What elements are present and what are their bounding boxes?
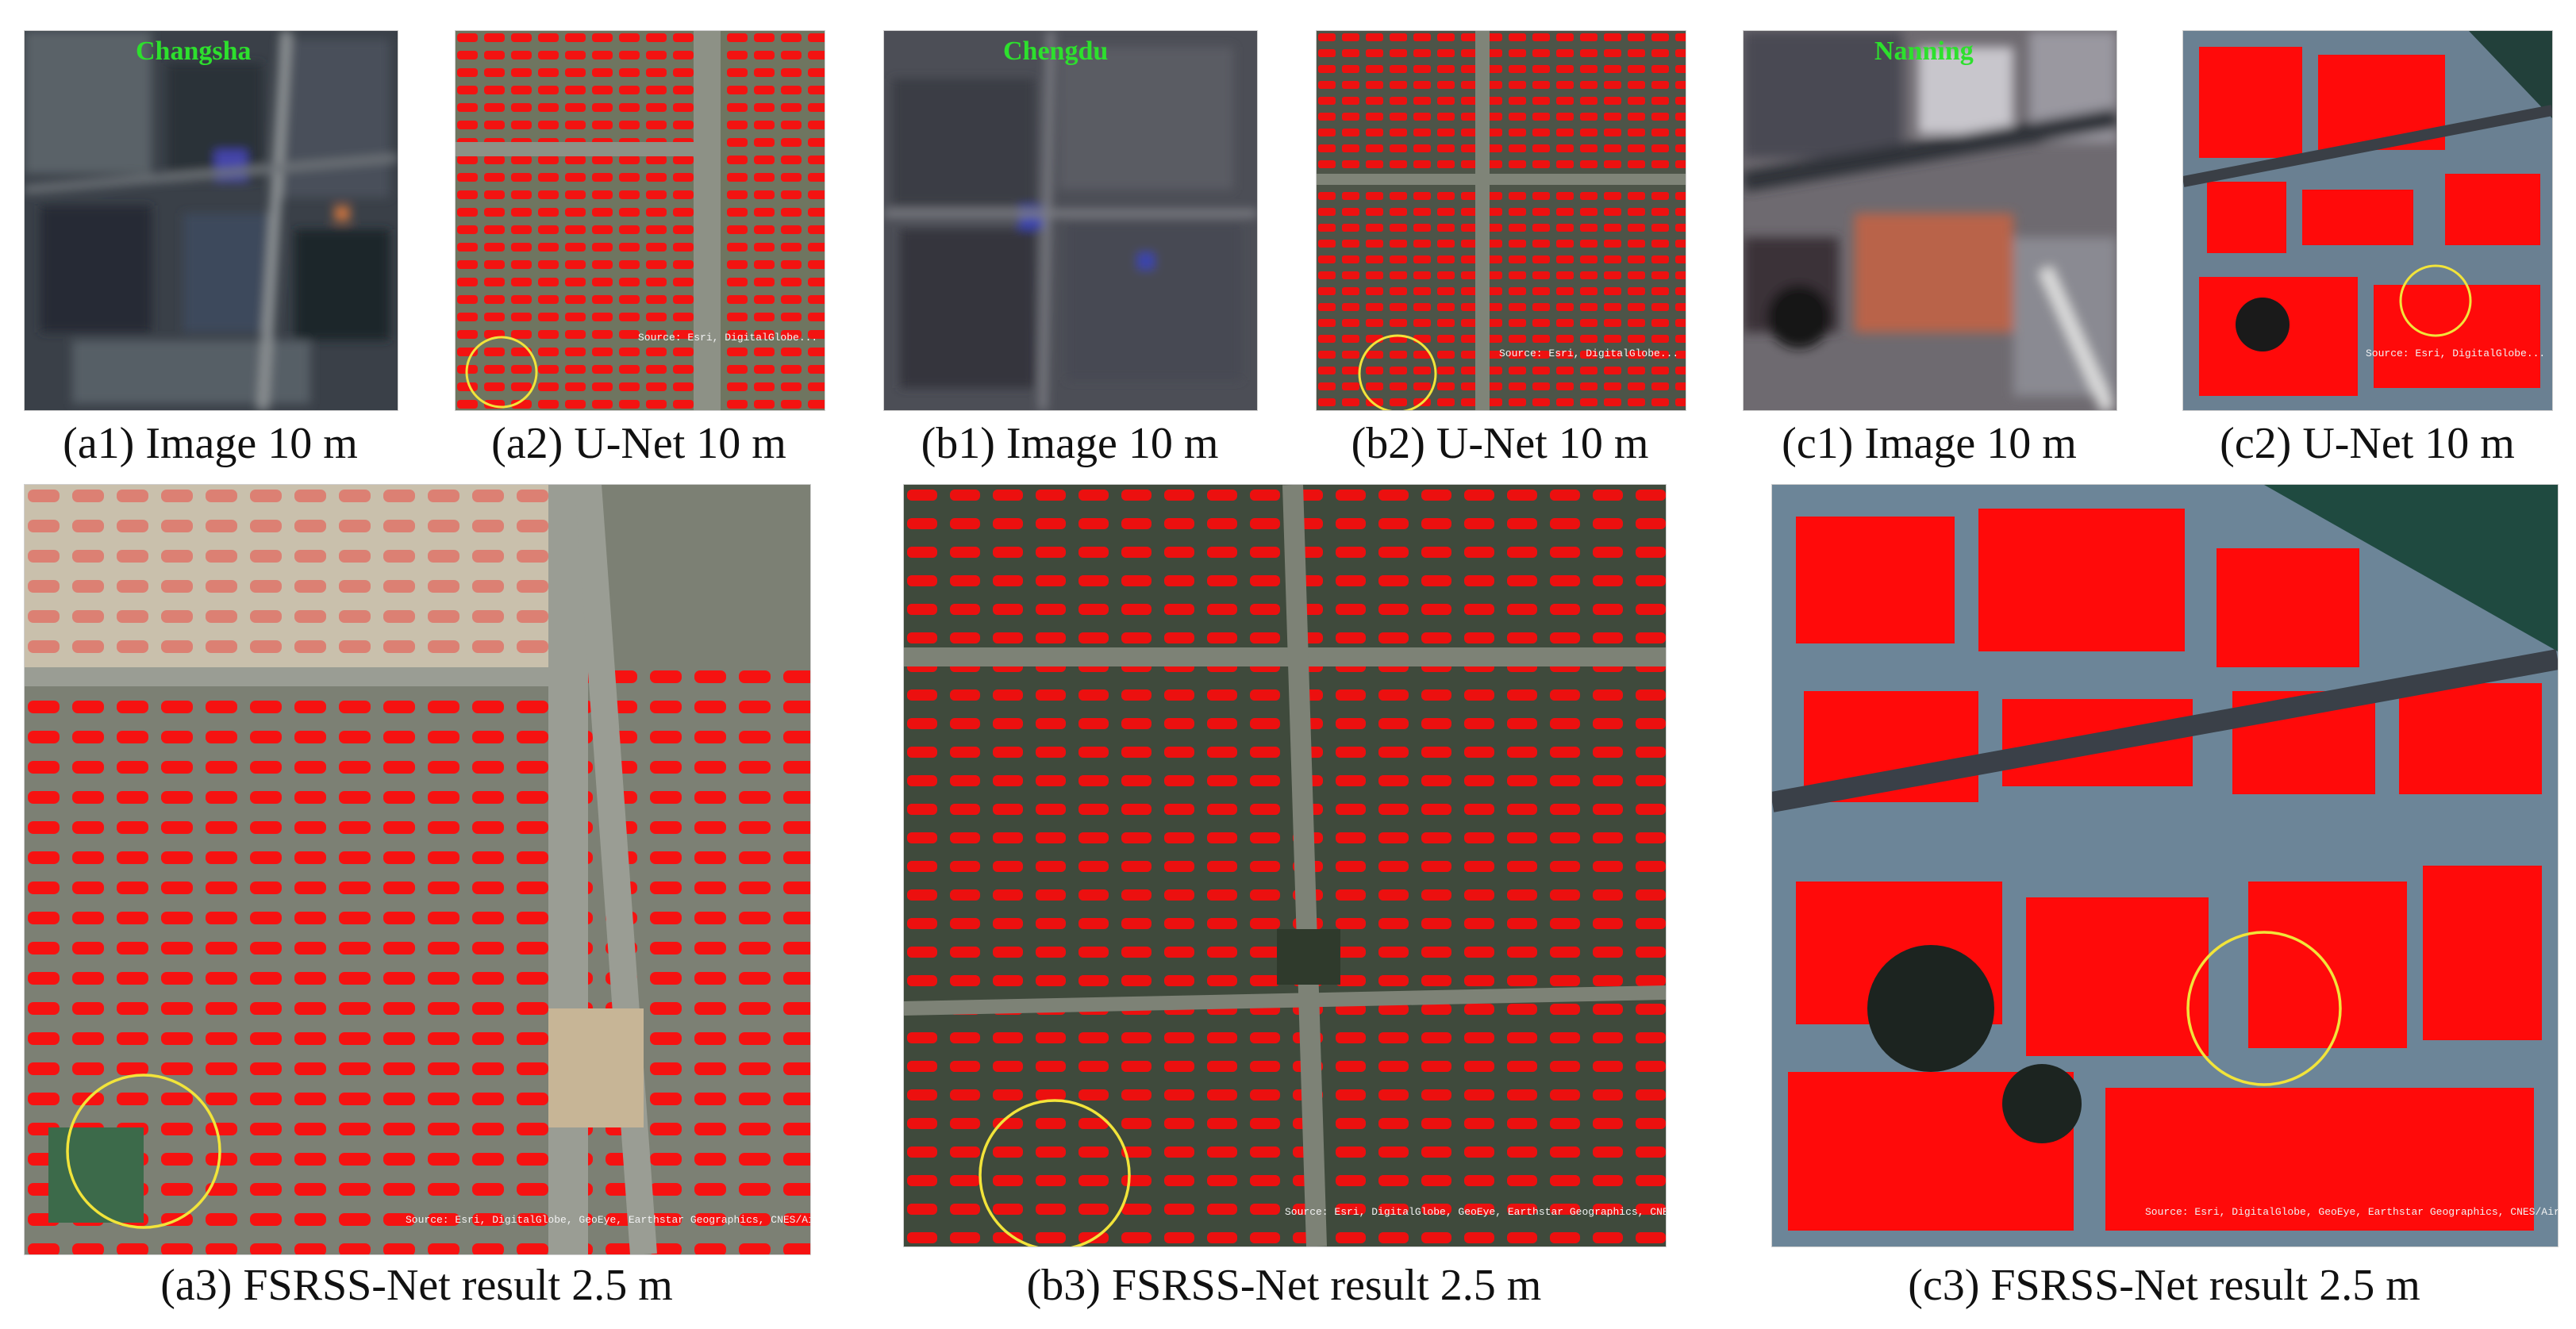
attribution-a2: Source: Esri, DigitalGlobe...: [638, 332, 817, 344]
satellite-image-b1: Chengdu: [884, 31, 1257, 410]
highlight-circle-a2: [465, 336, 538, 409]
panel-c1-image: Nanning: [1743, 30, 2117, 411]
caption-c1: (c1) Image 10 m: [1782, 419, 2077, 468]
caption-c3: (c3) FSRSS-Net result 2.5 m: [1908, 1261, 2420, 1310]
highlight-circle-c3: [2186, 931, 2342, 1086]
caption-b1: (b1) Image 10 m: [921, 419, 1219, 468]
panel-c3-fsrss: Source: Esri, DigitalGlobe, GeoEye, Eart…: [1771, 484, 2559, 1247]
segmentation-map-c2: Source: Esri, DigitalGlobe...: [2183, 31, 2552, 410]
panel-a2-unet: Source: Esri, DigitalGlobe...: [455, 30, 825, 411]
panel-b3-fsrss: Source: Esri, DigitalGlobe, GeoEye, Eart…: [903, 484, 1667, 1247]
highlight-circle-b3: [978, 1099, 1131, 1246]
highlight-circle-b2: [1358, 334, 1437, 410]
satellite-image-a1: Changsha: [25, 31, 398, 410]
attribution-a3: Source: Esri, DigitalGlobe, GeoEye, Eart…: [406, 1214, 810, 1226]
highlight-circle-c2: [2399, 264, 2472, 337]
highlight-circle-a3: [66, 1074, 221, 1229]
caption-c2: (c2) U-Net 10 m: [2220, 419, 2515, 468]
attribution-c3: Source: Esri, DigitalGlobe, GeoEye, Eart…: [2145, 1206, 2558, 1218]
panel-c2-unet: Source: Esri, DigitalGlobe...: [2182, 30, 2553, 411]
caption-a3: (a3) FSRSS-Net result 2.5 m: [160, 1261, 673, 1310]
caption-a2: (a2) U-Net 10 m: [491, 419, 786, 468]
city-label-changsha: Changsha: [136, 36, 252, 66]
panel-b1-image: Chengdu: [883, 30, 1258, 411]
segmentation-map-a3: Source: Esri, DigitalGlobe, GeoEye, Eart…: [25, 485, 810, 1254]
caption-b2: (b2) U-Net 10 m: [1351, 419, 1649, 468]
attribution-b3: Source: Esri, DigitalGlobe, GeoEye, Eart…: [1285, 1206, 1666, 1218]
segmentation-map-a2: Source: Esri, DigitalGlobe...: [456, 31, 825, 410]
panel-a1-image: Changsha: [24, 30, 398, 411]
attribution-b2: Source: Esri, DigitalGlobe...: [1499, 348, 1678, 359]
panel-b2-unet: Source: Esri, DigitalGlobe...: [1316, 30, 1686, 411]
segmentation-map-c3: Source: Esri, DigitalGlobe, GeoEye, Eart…: [1772, 485, 2558, 1246]
caption-a1: (a1) Image 10 m: [63, 419, 358, 468]
city-label-nanning: Nanning: [1874, 36, 1974, 66]
city-label-chengdu: Chengdu: [1003, 36, 1108, 66]
segmentation-map-b3: Source: Esri, DigitalGlobe, GeoEye, Eart…: [904, 485, 1666, 1246]
caption-b3: (b3) FSRSS-Net result 2.5 m: [1026, 1261, 1542, 1310]
panel-a3-fsrss: Source: Esri, DigitalGlobe, GeoEye, Eart…: [24, 484, 811, 1255]
segmentation-map-b2: Source: Esri, DigitalGlobe...: [1317, 31, 1686, 410]
attribution-c2: Source: Esri, DigitalGlobe...: [2366, 348, 2545, 359]
satellite-image-c1: Nanning: [1744, 31, 2117, 410]
